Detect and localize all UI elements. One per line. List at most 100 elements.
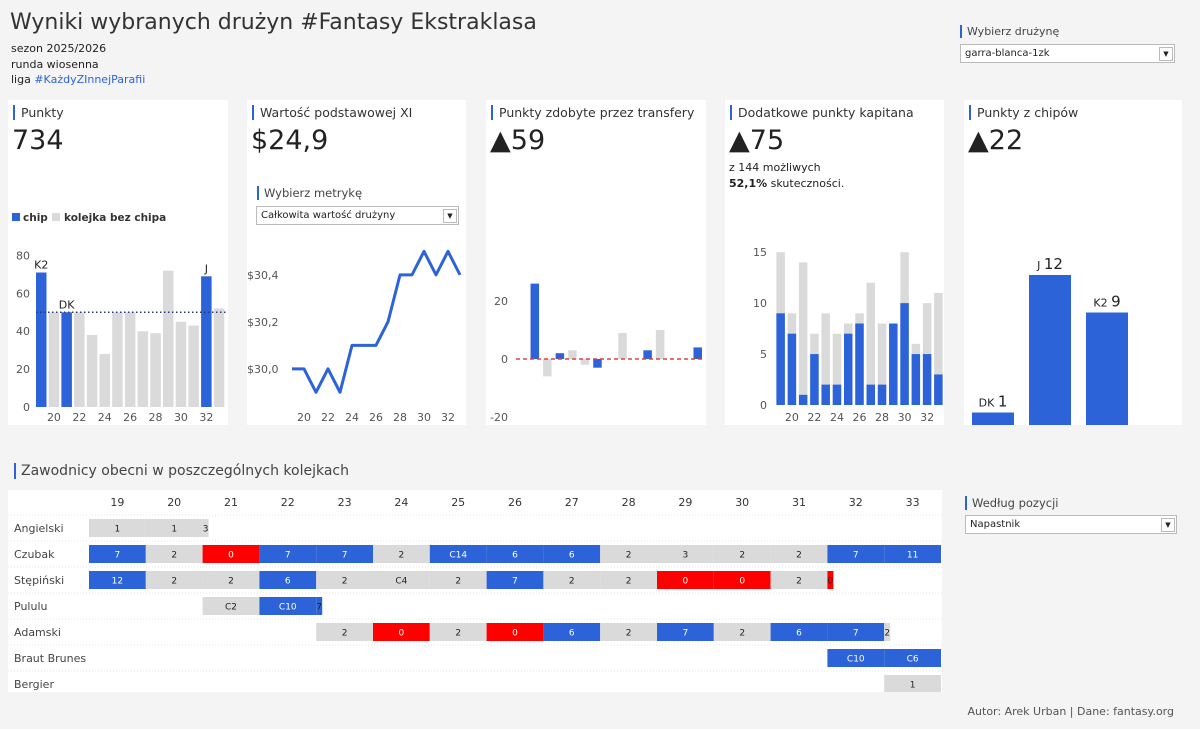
round-header: 30 bbox=[735, 496, 749, 509]
chevron-down-icon[interactable]: ▼ bbox=[1159, 46, 1173, 61]
x-tick-label: 30 bbox=[174, 411, 188, 424]
player-name: Pululu bbox=[14, 600, 47, 613]
cell-value: C4 bbox=[395, 577, 407, 587]
cell-value: 2 bbox=[569, 577, 575, 587]
cell bbox=[259, 545, 317, 563]
cell-value: 0 bbox=[683, 577, 689, 587]
bar bbox=[618, 332, 627, 359]
team-filter-dropdown[interactable]: garra-blanca-1zk ▼ bbox=[960, 44, 1175, 63]
x-tick-label: 24 bbox=[830, 411, 844, 424]
y-tick-label: 20 bbox=[16, 363, 30, 376]
league-link[interactable]: #KażdyZInnejParafii bbox=[34, 73, 146, 86]
season-text: sezon 2025/2026 bbox=[11, 42, 107, 55]
round-header: 32 bbox=[849, 496, 863, 509]
cell-value: 2 bbox=[796, 551, 802, 561]
footer-credit: Autor: Arek Urban | Dane: fantasy.org bbox=[967, 705, 1174, 718]
cell bbox=[884, 649, 941, 667]
x-tick-label: 28 bbox=[149, 411, 163, 424]
cell bbox=[884, 545, 941, 563]
x-tick-label: 30 bbox=[417, 411, 431, 424]
y-tick-label: 10 bbox=[753, 297, 767, 310]
cell-value: C2 bbox=[225, 603, 237, 613]
chip-value: 1 bbox=[998, 393, 1008, 411]
x-tick-label: 32 bbox=[441, 411, 455, 424]
cell bbox=[827, 545, 885, 563]
cell bbox=[316, 623, 373, 641]
cell bbox=[884, 675, 941, 693]
bar bbox=[972, 412, 1014, 425]
chip-label: J bbox=[204, 262, 208, 275]
cell bbox=[827, 623, 885, 641]
chip-label: DK bbox=[59, 298, 75, 311]
cell bbox=[89, 571, 146, 589]
position-filter-label: Według pozycji bbox=[965, 496, 1058, 510]
cell-value: 7 bbox=[853, 629, 859, 639]
bar bbox=[36, 272, 47, 407]
cell bbox=[543, 571, 601, 589]
bar bbox=[86, 335, 98, 407]
x-tick-label: 20 bbox=[785, 411, 799, 424]
x-tick-label: 22 bbox=[321, 411, 335, 424]
cell-value: 2 bbox=[884, 629, 890, 639]
captain-possible-text: z 144 możliwych bbox=[729, 161, 821, 174]
x-tick-label: 24 bbox=[345, 411, 359, 424]
cell-value: C10 bbox=[279, 603, 297, 613]
x-tick-label: 20 bbox=[47, 411, 61, 424]
round-header: 25 bbox=[451, 496, 465, 509]
cell bbox=[316, 597, 323, 615]
player-name: Angielski bbox=[14, 522, 64, 535]
cell-value: 2 bbox=[342, 577, 348, 587]
captain-chart: 0 5 10 15 20 22 24 26 28 30 32 bbox=[753, 246, 943, 424]
captain-card-title: Dodatkowe punkty kapitana bbox=[730, 105, 914, 120]
bar bbox=[1086, 312, 1128, 425]
cell bbox=[770, 545, 828, 563]
legend-no-chip-swatch bbox=[52, 213, 60, 221]
points-card: Punkty 734 chip kolejka bez chipa 0 20 40 6… bbox=[8, 100, 228, 425]
cell-value: 2 bbox=[399, 551, 405, 561]
cell bbox=[827, 649, 885, 667]
bar bbox=[530, 283, 540, 359]
chevron-down-icon[interactable]: ▼ bbox=[443, 208, 457, 223]
cell bbox=[373, 623, 430, 641]
metric-value: Całkowita wartość drużyny bbox=[261, 210, 396, 221]
bar bbox=[555, 353, 565, 359]
bar bbox=[48, 312, 60, 407]
cell bbox=[373, 571, 430, 589]
y-tick-label: $30,4 bbox=[247, 269, 279, 282]
cell-value: 1 bbox=[910, 681, 916, 691]
cell bbox=[543, 623, 601, 641]
bar bbox=[580, 359, 590, 365]
round-header: 23 bbox=[338, 496, 352, 509]
transfers-kpi: ▲59 bbox=[490, 125, 546, 156]
x-tick-label: 26 bbox=[123, 411, 137, 424]
cell-value: 6 bbox=[285, 577, 291, 587]
bar bbox=[112, 312, 123, 407]
chip-label: K2 bbox=[34, 259, 48, 272]
bar-possible bbox=[934, 292, 943, 405]
round-header: 33 bbox=[906, 496, 920, 509]
cell-value: 6 bbox=[569, 551, 575, 561]
bar-actual bbox=[900, 303, 909, 405]
chevron-down-icon[interactable]: ▼ bbox=[1161, 517, 1175, 532]
metric-dropdown[interactable]: Całkowita wartość drużyny ▼ bbox=[256, 206, 459, 225]
round-header: 24 bbox=[394, 496, 408, 509]
cell-value: 3 bbox=[203, 525, 209, 535]
x-tick-label: 26 bbox=[369, 411, 383, 424]
x-tick-label: 22 bbox=[807, 411, 821, 424]
bar-actual bbox=[821, 384, 830, 405]
y-tick-label: -20 bbox=[490, 411, 508, 424]
player-name: Stępiński bbox=[14, 574, 64, 587]
round-header: 21 bbox=[224, 496, 238, 509]
cell bbox=[202, 545, 260, 563]
points-kpi: 734 bbox=[12, 125, 64, 156]
position-dropdown[interactable]: Napastnik ▼ bbox=[965, 515, 1177, 534]
cell-value: 0 bbox=[512, 629, 518, 639]
x-tick-label: 30 bbox=[898, 411, 912, 424]
player-name: Czubak bbox=[14, 548, 55, 561]
bar bbox=[1029, 275, 1071, 425]
cell bbox=[202, 597, 260, 615]
cell-value: 2 bbox=[228, 577, 234, 587]
cell bbox=[429, 545, 487, 563]
chips-chart: DK 1 J 12 K2 9 bbox=[972, 255, 1128, 425]
cell-value: 0 bbox=[828, 577, 834, 587]
